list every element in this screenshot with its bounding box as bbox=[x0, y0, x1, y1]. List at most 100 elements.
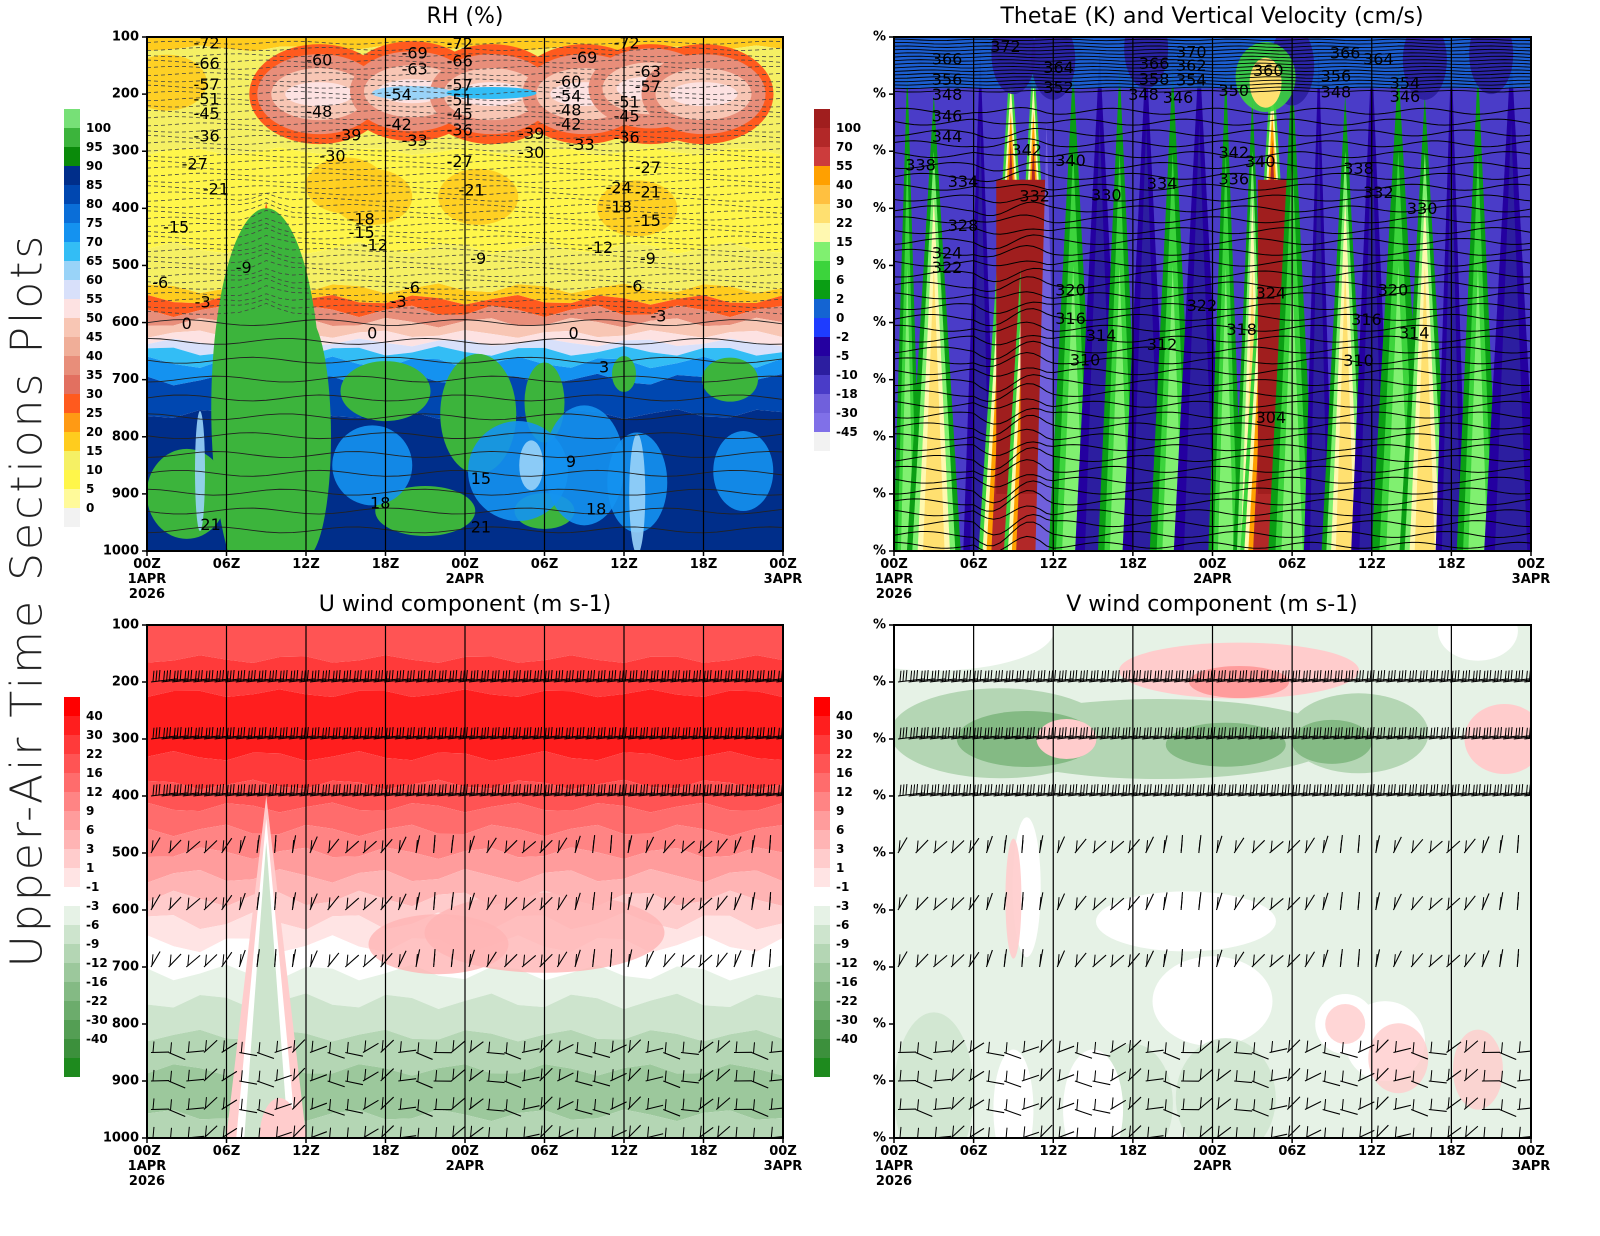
contour-label: -3 bbox=[195, 293, 211, 312]
wind-barb-feather bbox=[1022, 783, 1025, 796]
wind-barb-feather bbox=[402, 669, 405, 682]
wind-barb bbox=[221, 1099, 238, 1110]
wind-barb-feather bbox=[540, 1125, 543, 1137]
wind-barb-feather bbox=[258, 784, 261, 796]
wind-barb-feather bbox=[1447, 1125, 1450, 1137]
x-tick-sublabel: 1APR bbox=[875, 1159, 914, 1174]
wind-barb-feather bbox=[433, 839, 436, 852]
wind-barb-feather bbox=[1021, 896, 1024, 909]
wind-barb-feather bbox=[565, 670, 568, 682]
wind-barb-feather bbox=[1306, 1040, 1309, 1052]
wind-barb-feather bbox=[1157, 727, 1160, 739]
colorbar-swatch bbox=[64, 1020, 80, 1039]
wind-barb-feather bbox=[958, 669, 961, 682]
wind-barb-feather bbox=[934, 1098, 937, 1110]
wind-barb-feather bbox=[1415, 726, 1418, 739]
wind-barb-feather bbox=[1319, 669, 1322, 682]
contour-label: -51 bbox=[447, 90, 473, 109]
wind-barb-feather bbox=[1327, 670, 1330, 682]
wind-barb-feather bbox=[433, 896, 436, 909]
wind-barb-feather bbox=[194, 727, 197, 739]
wind-barb-feather bbox=[470, 1097, 473, 1109]
wind-barb-feather bbox=[1447, 897, 1450, 909]
wind-barb-feather bbox=[727, 784, 730, 796]
contour-label: -3 bbox=[650, 306, 666, 325]
wind-barb-feather bbox=[1394, 1040, 1397, 1053]
wind-barb-feather bbox=[264, 726, 267, 739]
wind-barb bbox=[1110, 1042, 1127, 1053]
wind-barb-feather bbox=[1415, 783, 1418, 796]
wind-barb-feather bbox=[1394, 1097, 1397, 1110]
contour-label: -6 bbox=[404, 278, 420, 297]
wind-barb-feather bbox=[624, 726, 627, 739]
wind-barb-feather bbox=[1322, 897, 1325, 909]
wind-barb-feather bbox=[222, 669, 225, 682]
wind-barb-feather bbox=[952, 1097, 955, 1109]
wind-barb-feather bbox=[1482, 840, 1485, 852]
wind-barb-feather bbox=[412, 726, 415, 739]
wind-barb-feather bbox=[671, 670, 674, 682]
wind-barb-feather bbox=[232, 783, 235, 796]
wind-barb-feather bbox=[381, 897, 384, 909]
wind-barb bbox=[1198, 1069, 1213, 1082]
x-tick-label: 12Z bbox=[1358, 1144, 1386, 1159]
wind-barb bbox=[468, 1098, 484, 1110]
colorbar-swatch bbox=[814, 223, 830, 242]
wind-barb-feather bbox=[920, 727, 923, 739]
wind-barb-feather bbox=[1235, 1127, 1238, 1138]
wind-barb-feather bbox=[1170, 783, 1173, 796]
wind-barb-feather bbox=[682, 1098, 685, 1110]
wind-barb-feather bbox=[550, 783, 553, 796]
wind-barb bbox=[1428, 954, 1443, 968]
wind-barb-feather bbox=[239, 954, 242, 966]
field-blob bbox=[368, 914, 509, 975]
colorbar-label: 100 bbox=[86, 121, 112, 135]
wind-barb bbox=[715, 838, 728, 854]
wind-barb bbox=[1251, 1051, 1269, 1060]
contour-label: -24 bbox=[606, 178, 632, 197]
wind-barb-feather bbox=[152, 784, 155, 796]
wind-barb-feather bbox=[381, 783, 384, 796]
temperature-contour bbox=[147, 285, 783, 296]
wind-barb-feather bbox=[987, 1070, 990, 1082]
wind-barb-feather bbox=[1393, 669, 1396, 682]
wind-barb-feather bbox=[484, 670, 487, 682]
wind-barb-feather bbox=[767, 727, 770, 739]
wind-barb-feather bbox=[557, 954, 560, 966]
wind-barb-feather bbox=[512, 784, 515, 796]
wind-barb-feather bbox=[947, 669, 950, 682]
wind-barb-feather bbox=[292, 953, 295, 966]
wind-barb-feather bbox=[576, 727, 579, 739]
wind-barb-feather bbox=[608, 670, 611, 682]
wind-barb-feather bbox=[1239, 727, 1242, 739]
wind-barb bbox=[751, 1080, 769, 1089]
wind-barb-feather bbox=[415, 896, 418, 909]
wind-barb-feather bbox=[438, 670, 441, 682]
wind-barb bbox=[362, 1071, 379, 1082]
wind-barb-feather bbox=[751, 896, 754, 909]
wind-barb bbox=[1269, 1076, 1288, 1082]
contour-label: 362 bbox=[1176, 56, 1207, 75]
field-spike bbox=[923, 265, 945, 551]
wind-barb-feather bbox=[465, 783, 468, 796]
wind-barb-feather bbox=[1324, 727, 1327, 739]
wind-barb-feather bbox=[624, 669, 627, 682]
wind-barb-feather bbox=[173, 727, 176, 739]
field-blob bbox=[1175, 1038, 1276, 1138]
wind-barb-feather bbox=[1270, 840, 1273, 852]
contour-label: 366 bbox=[932, 49, 963, 68]
wind-barb-feather bbox=[197, 727, 200, 739]
wind-barb-feather bbox=[1429, 840, 1432, 852]
wind-barb-feather bbox=[332, 784, 335, 796]
wind-barb-feather bbox=[1359, 1069, 1362, 1081]
wind-barb-feather bbox=[211, 669, 214, 682]
contour-label: -21 bbox=[459, 181, 485, 200]
wind-barb-feather bbox=[1094, 1127, 1097, 1138]
wind-barb-feather bbox=[1058, 727, 1061, 739]
wind-barb-feather bbox=[706, 727, 709, 739]
wind-barb-feather bbox=[1383, 726, 1386, 739]
wind-barb bbox=[486, 1051, 505, 1055]
wind-barb-feather bbox=[441, 727, 444, 739]
wind-barb-feather bbox=[1284, 784, 1287, 796]
x-tick-label: 12Z bbox=[1039, 1144, 1067, 1159]
